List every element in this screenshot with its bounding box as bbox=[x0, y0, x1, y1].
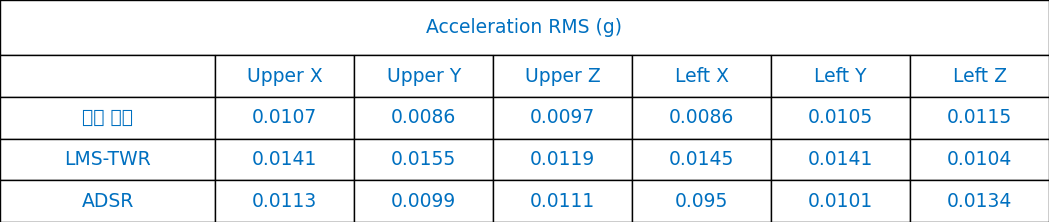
Bar bbox=[493, 180, 633, 222]
Text: 목표 신호: 목표 신호 bbox=[82, 108, 133, 127]
Text: 0.0105: 0.0105 bbox=[808, 108, 873, 127]
Bar bbox=[771, 55, 911, 97]
Text: 0.0086: 0.0086 bbox=[669, 108, 734, 127]
Text: Upper Y: Upper Y bbox=[387, 67, 461, 85]
Text: ADSR: ADSR bbox=[82, 192, 134, 211]
Text: 0.0104: 0.0104 bbox=[947, 150, 1012, 169]
Bar bbox=[0, 55, 215, 97]
Bar bbox=[633, 97, 771, 139]
Bar bbox=[493, 97, 633, 139]
Text: 0.0111: 0.0111 bbox=[530, 192, 596, 211]
Bar bbox=[493, 139, 633, 180]
Bar bbox=[911, 139, 1049, 180]
Text: Upper X: Upper X bbox=[247, 67, 323, 85]
Text: 0.0141: 0.0141 bbox=[808, 150, 873, 169]
Bar bbox=[215, 97, 355, 139]
Text: 0.0101: 0.0101 bbox=[808, 192, 873, 211]
Text: 0.0113: 0.0113 bbox=[252, 192, 318, 211]
Text: 0.095: 0.095 bbox=[675, 192, 728, 211]
Bar bbox=[771, 139, 911, 180]
Bar bbox=[633, 180, 771, 222]
Text: 0.0086: 0.0086 bbox=[391, 108, 456, 127]
Bar bbox=[911, 180, 1049, 222]
Bar bbox=[633, 55, 771, 97]
Bar bbox=[355, 180, 493, 222]
Text: 0.0107: 0.0107 bbox=[252, 108, 318, 127]
Text: 0.0119: 0.0119 bbox=[530, 150, 596, 169]
Bar bbox=[355, 139, 493, 180]
Text: Left X: Left X bbox=[675, 67, 729, 85]
Bar bbox=[215, 180, 355, 222]
Bar bbox=[911, 97, 1049, 139]
Bar bbox=[0, 0, 1049, 55]
Bar bbox=[0, 180, 215, 222]
Text: 0.0134: 0.0134 bbox=[947, 192, 1012, 211]
Bar bbox=[355, 55, 493, 97]
Text: 0.0115: 0.0115 bbox=[947, 108, 1012, 127]
Text: 0.0145: 0.0145 bbox=[669, 150, 734, 169]
Text: Left Y: Left Y bbox=[814, 67, 866, 85]
Text: 0.0099: 0.0099 bbox=[391, 192, 456, 211]
Text: Left Z: Left Z bbox=[952, 67, 1007, 85]
Text: 0.0097: 0.0097 bbox=[530, 108, 596, 127]
Bar bbox=[771, 97, 911, 139]
Text: 0.0141: 0.0141 bbox=[252, 150, 318, 169]
Bar bbox=[215, 55, 355, 97]
Bar bbox=[215, 139, 355, 180]
Bar bbox=[911, 55, 1049, 97]
Text: 0.0155: 0.0155 bbox=[391, 150, 456, 169]
Text: Acceleration RMS (g): Acceleration RMS (g) bbox=[427, 18, 622, 37]
Bar bbox=[633, 139, 771, 180]
Text: Upper Z: Upper Z bbox=[524, 67, 601, 85]
Bar bbox=[355, 97, 493, 139]
Bar bbox=[771, 180, 911, 222]
Bar bbox=[493, 55, 633, 97]
Text: LMS-TWR: LMS-TWR bbox=[64, 150, 151, 169]
Bar bbox=[0, 139, 215, 180]
Bar bbox=[0, 97, 215, 139]
